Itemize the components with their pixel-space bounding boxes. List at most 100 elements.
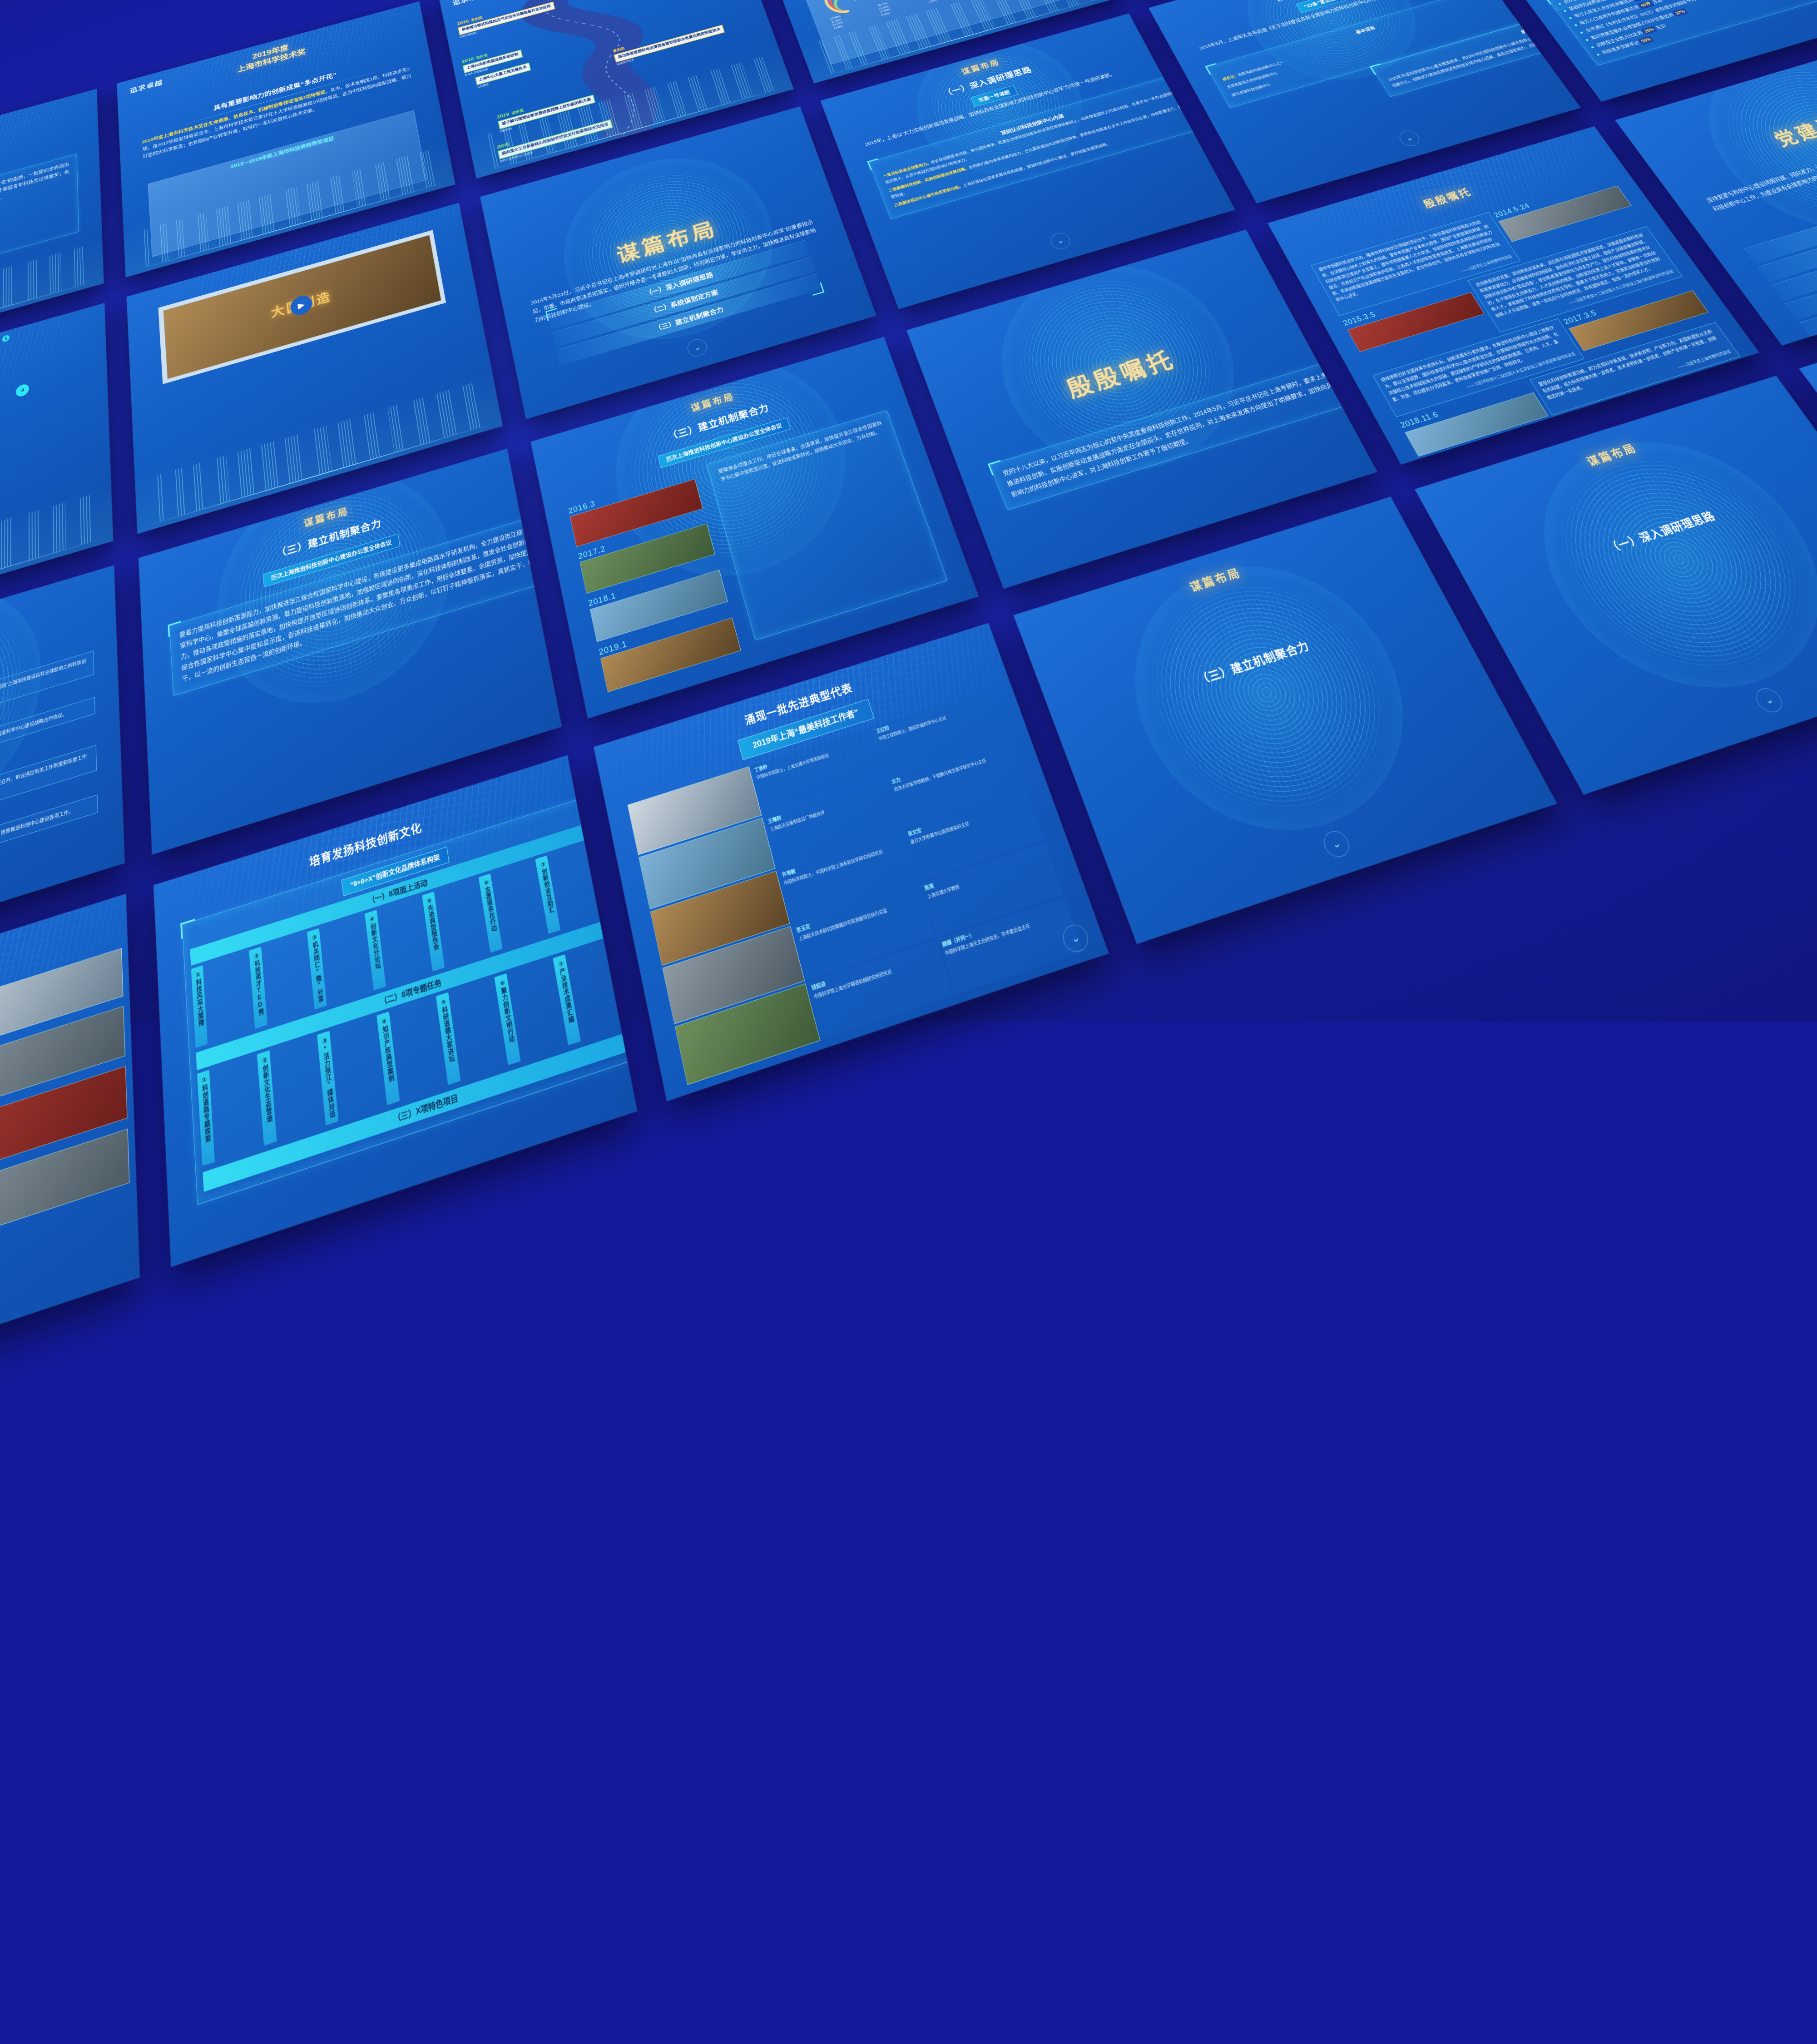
person-name: 张玉花 xyxy=(796,923,811,933)
activity-item[interactable]: ⑦创新创业互助汇 xyxy=(535,855,561,934)
award-bubble: 4 xyxy=(16,382,30,398)
metrics-list: 全社会研发（R&D）经费支出占全市生产总值（GDP）的比例达到 4.0% 左右基… xyxy=(1556,0,1817,57)
metric-value: 37% xyxy=(1672,8,1688,17)
person-info-cell: 丁奎岭 中国科学院院士，上海交通大学常务副校长 xyxy=(751,728,885,814)
award-bubble: 1 xyxy=(2,334,10,343)
chevron-down-icon: ⌄ xyxy=(1396,129,1423,149)
metric-value: 20% xyxy=(1641,26,1658,35)
timeline-text: 科技部与上海市政府在沪举行部市工作会商会议，围绕“上海加快建设具有全球影响力的科… xyxy=(0,650,94,737)
chevron-down-icon: ⌄ xyxy=(685,337,709,359)
person-info: 许琦敏 中国科学院院士，中国科学院上海有机化学研究所研究员 xyxy=(778,830,918,923)
person-name: 丁奎岭 xyxy=(753,764,768,773)
activity-list: ①科技风采大展播 ②科技英才TED秀 ③机关同仁“微”分享 ④创新文化分论坛 ⑤先进典型… xyxy=(191,838,618,1048)
person-info-cell: 张玉花 上海航天技术研究院嫦娥四号探测器项目执行总监 xyxy=(792,884,935,979)
chip-label: “8+8+X”创新文化品牌体系构架 xyxy=(341,846,450,897)
activity-item[interactable]: ⑥志愿服务在行动 xyxy=(479,873,503,953)
person-name: 张文宏 xyxy=(907,827,922,837)
metric-value: 40件 xyxy=(1638,0,1654,9)
activity-item[interactable]: ⑤先进典型报告会 xyxy=(421,892,445,972)
slide-thumbnail[interactable]: 全国文明单位光荣榜 上海科技馆中国科学院上海技术物理研究所中国电子科技集团公司第… xyxy=(0,894,140,1442)
person-photo xyxy=(627,766,762,855)
activity-item[interactable]: ④创新文化分论坛 xyxy=(364,910,386,991)
activity-item[interactable]: ①科技风采大展播 xyxy=(191,965,208,1048)
people-grid: 丁奎岭 中国科学院院士，上海交通大学常务副校长 王红阳 中国工程院院士，国家肝癌科学中… xyxy=(627,690,1084,1085)
intro-text-panel: 焦服务国家战略，全力打造全球学术新术新发明，产业新方向重要策源地，一“多点开花”… xyxy=(0,154,79,312)
person-info: 左为 同济大学医学院教授，干细胞与再生医学研究中心主任 xyxy=(887,739,1025,827)
person-photo xyxy=(650,871,790,966)
task-item[interactable]: ④知识产权典型案例 xyxy=(376,1012,400,1106)
person-info-cell: 左为 同济大学医学院教授，干细胞与再生医学研究中心主任 xyxy=(887,739,1025,827)
gauge-item: 能源与环境技术22.58%11.30%13.95%0.00% xyxy=(817,0,876,30)
gauge-value: 0.00% xyxy=(928,0,938,4)
honor-photo-grid: 上海科技馆中国科学院上海技术物理研究所中国电子科技集团公司第五十研究所上海市科技… xyxy=(0,942,139,1423)
activity-item[interactable]: ⑧新媒体联盟“论剑” xyxy=(591,838,618,916)
person-info: 陈亮 上海交通大学教授 xyxy=(921,843,1064,937)
task-item[interactable]: ⑧科普讲解员“大比武” xyxy=(611,936,637,1026)
gauge-group: 能源与环境技术22.58%11.30%13.95%0.00%生物与医药技术26.… xyxy=(805,0,1078,35)
timeline-item: 2016.3上海推进科技创新中心建设领导小组第一次全体会议召开，审议通过有关工作… xyxy=(0,745,98,903)
person-info-cell: 张文宏 复旦大学附属华山医院感染科主任 xyxy=(904,789,1044,880)
point-highlight: 综合化： xyxy=(1222,73,1239,82)
timeline-text: 上海市推进科技创新中心建设办公室正式揭牌成立，统筹推进科创中心建设各项工作。 xyxy=(0,794,98,880)
task-item[interactable]: ①科创道路专题探索 xyxy=(197,1070,215,1166)
person-info: 王曙群 上海航天设备制造总厂特级技师 xyxy=(764,778,901,867)
chevron-down-icon: ⌄ xyxy=(1319,828,1353,860)
timeline-text: 上海推进科技创新中心建设领导小组第一次全体会议召开，审议通过有关工作制度和年度工… xyxy=(0,745,97,836)
metric-value: 56% xyxy=(1638,35,1654,45)
mesh-decoration xyxy=(153,755,588,999)
task-item[interactable]: ⑥聚力创新文明行动 xyxy=(494,973,521,1066)
person-name: 顾臻（并列一） xyxy=(941,932,975,948)
perspective-stage: 追求卓越 2019年度 上海市科学技术奖 焦服务国家战略，全力打造全球学术新术新… xyxy=(0,0,1817,1022)
globe-decoration xyxy=(1496,413,1817,722)
person-name: 许琦敏 xyxy=(781,868,796,878)
point-list: 一是对标具有全球影响力。用全球视野思考问题，参与国际竞争，既要在改革科技创新和科… xyxy=(882,87,1203,209)
person-photo xyxy=(662,926,805,1024)
person-info: 顾臻（并列一） 中国科学院上海天文台研究员，学术委员会主任 xyxy=(938,898,1084,995)
side-text-panel: 要聚焦各项重点工作，用好全球要素、全国资源，加快提升张江综合性国家科学中心集中度… xyxy=(707,410,948,640)
timeline-item: 2015.7科技部与上海市政府在沪举行部市工作会商会议，围绕“上海加快建设具有全… xyxy=(0,650,95,799)
chevron-down-icon: ⌄ xyxy=(1751,685,1787,715)
task-item[interactable]: ②创新文化生态营造 xyxy=(257,1050,277,1146)
video-thumbnail[interactable]: 大国创造 ▶ xyxy=(163,234,441,379)
culture-framework-panel: “8+8+X”创新文化品牌体系构架 （一）8项面上活动 ①科技风采大展播 ②科技英… xyxy=(182,792,637,1205)
person-photo xyxy=(639,818,776,909)
activity-item[interactable]: ③机关同仁“微”分享 xyxy=(307,928,327,1010)
person-info: 丁奎岭 中国科学院院士，上海交通大学常务副校长 xyxy=(751,728,885,814)
person-info-cell: 许琦敏 中国科学院院士，中国科学院上海有机化学研究所研究员 xyxy=(778,830,918,923)
person-name: 王曙群 xyxy=(767,815,782,825)
person-photo xyxy=(675,983,821,1085)
slide-thumbnail[interactable]: 培育发扬科技创新文化 “8+8+X”创新文化品牌体系构架 （一）8项面上活动 ①… xyxy=(153,755,637,1267)
meeting-photo-item: 2019.1 xyxy=(598,606,741,693)
activity-item[interactable]: ②科技英才TED秀 xyxy=(249,947,268,1029)
person-name: 左为 xyxy=(891,777,901,785)
person-info-cell: 陈亮 上海交通大学教授 xyxy=(921,843,1064,937)
meeting-photo-list: 2016.3 2017.2 2018.1 2019.1 xyxy=(567,469,741,693)
person-info-cell: 王红阳 中国工程院院士，国家肝癌科学中心主任 xyxy=(872,690,1007,774)
chevron-down-icon: ⌄ xyxy=(1059,921,1092,955)
group-header: （一）8项面上活动 xyxy=(189,819,603,966)
person-info: 王红阳 中国工程院院士，国家肝癌科学中心主任 xyxy=(872,690,1007,774)
person-info: 张玉花 上海航天技术研究院嫦娥四号探测器项目执行总监 xyxy=(792,884,935,979)
person-info: 张文宏 复旦大学附属华山医院感染科主任 xyxy=(904,789,1044,880)
ribbon-label: 2019年上海“最美科技工作者” xyxy=(738,699,874,760)
section-title: 谋篇布局 xyxy=(1188,566,1243,595)
side-text: 要聚焦各项重点工作，用好全球要素、全国资源，加快提升张江综合性国家科学中心集中度… xyxy=(718,421,883,483)
slide-subtitle: （一）深入调研理思路 xyxy=(1605,509,1718,555)
slide-subtitle: （三）建立机制聚合力 xyxy=(1195,639,1312,687)
gauge-values: 17.37%13.95%3.53%0.00% xyxy=(923,0,970,4)
task-item[interactable]: ⑦产业技术成果汇编 xyxy=(553,954,581,1046)
task-item[interactable]: ③“活力张江”媒体对话 xyxy=(317,1031,339,1126)
task-item[interactable]: ⑤科研道德大家讲坛 xyxy=(436,992,461,1086)
globe-decoration xyxy=(1095,536,1452,866)
person-info-cell: 钱前进 中国科学院上海光学精密机械研究所研究员 xyxy=(807,940,953,1039)
meeting-date: 2019.1 xyxy=(598,639,628,657)
person-name: 钱前进 xyxy=(811,981,827,991)
metrics-panel: 全社会研发（R&D）经费支出占全市生产总值（GDP）的比例达到 4.0% 左右基… xyxy=(1545,0,1817,66)
person-name: 陈亮 xyxy=(924,883,935,892)
timeline-item: 2015.7上海市政府与中国科学院签署共同推进张江综合性国家科学中心建设战略合作… xyxy=(0,697,96,850)
person-info: 钱前进 中国科学院上海光学精密机械研究所研究员 xyxy=(807,940,953,1039)
slide-thumbnail[interactable]: 涌现一批先进典型代表 2019年上海“最美科技工作者” 丁奎岭 中国科学院院士，上… xyxy=(594,623,1109,1101)
person-info-cell: 顾臻（并列一） 中国科学院上海天文台研究员，学术委员会主任 xyxy=(938,898,1084,995)
person-name: 王红阳 xyxy=(875,725,890,734)
